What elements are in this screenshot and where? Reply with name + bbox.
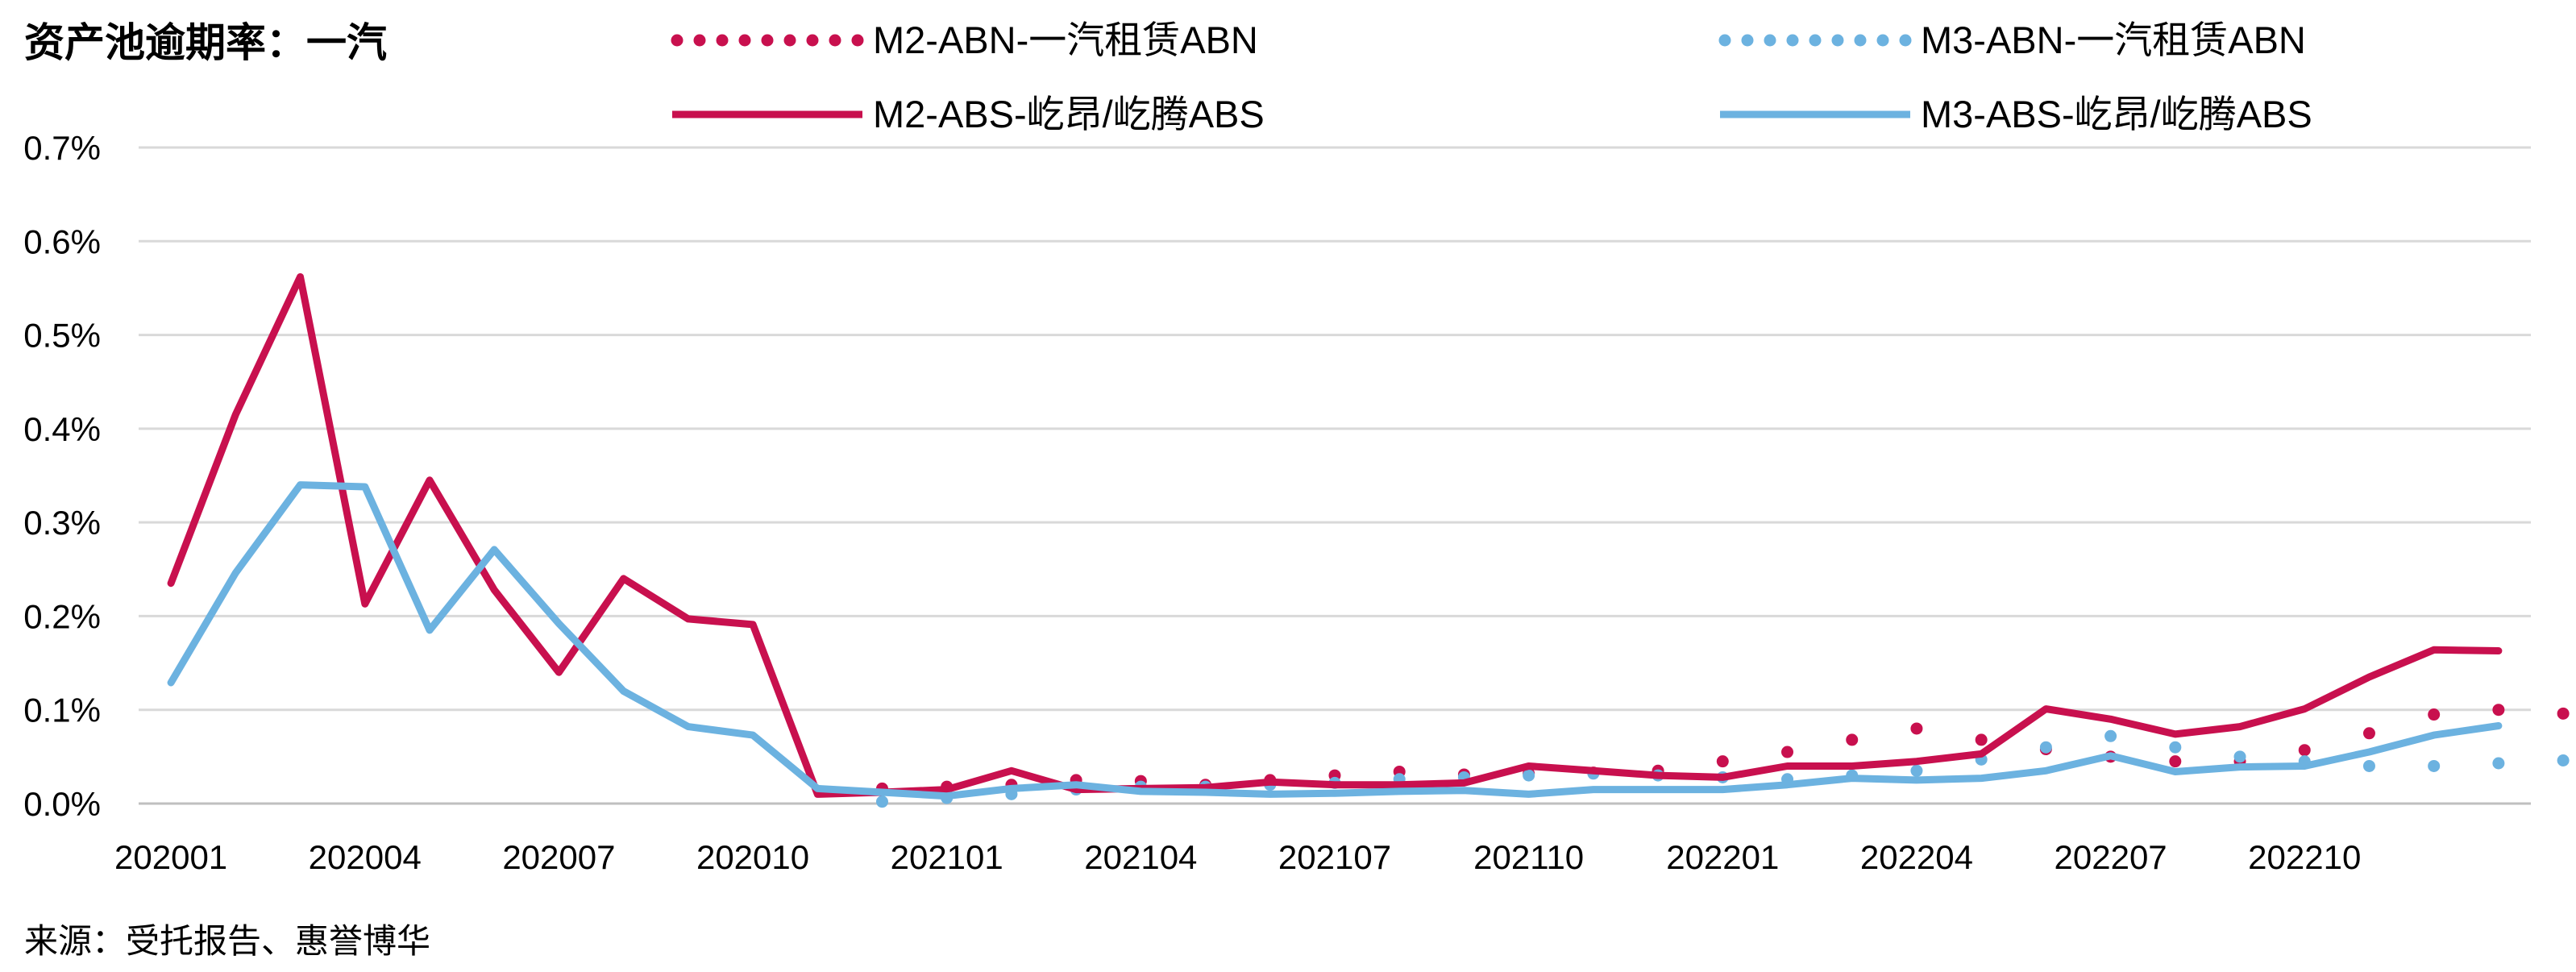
y-tick-label: 0.7% bbox=[23, 129, 101, 167]
data-point bbox=[2039, 741, 2052, 754]
legend-swatch bbox=[1764, 34, 1776, 47]
legend-swatch bbox=[671, 34, 683, 47]
data-point bbox=[1910, 722, 1923, 735]
legend-item: M2-ABS-屹昂/屹腾ABS bbox=[672, 93, 1265, 135]
legend-swatch bbox=[1786, 34, 1799, 47]
legend-item: M2-ABN-一汽租赁ABN bbox=[671, 19, 1258, 61]
legend-item: M3-ABN-一汽租赁ABN bbox=[1718, 19, 2306, 61]
x-tick-label: 202110 bbox=[1473, 838, 1584, 876]
data-point bbox=[2492, 704, 2505, 717]
x-tick-label: 202204 bbox=[1860, 838, 1973, 876]
y-tick-label: 0.4% bbox=[23, 410, 101, 448]
legend-swatch bbox=[1718, 34, 1731, 47]
x-tick-label: 202101 bbox=[891, 838, 1003, 876]
source-note: 来源：受托报告、惠誉博华 bbox=[24, 921, 430, 961]
legend-swatch bbox=[783, 34, 796, 47]
series-M2-ABN-一汽租赁ABN bbox=[875, 704, 2570, 795]
y-tick-label: 0.0% bbox=[23, 785, 101, 823]
data-point bbox=[2492, 757, 2505, 770]
data-point bbox=[2557, 754, 2570, 767]
legend-label: M2-ABN-一汽租赁ABN bbox=[873, 19, 1258, 61]
legend-swatch bbox=[716, 34, 729, 47]
data-point bbox=[1781, 746, 1794, 758]
legend: M2-ABN-一汽租赁ABN M3-ABN-一汽租赁ABN M2-ABS-屹昂/屹腾… bbox=[671, 19, 2312, 135]
y-tick-label: 0.1% bbox=[23, 692, 101, 729]
legend-swatch bbox=[1831, 34, 1844, 47]
x-tick-label: 202201 bbox=[1666, 838, 1779, 876]
y-axis-tick-labels: 0.0% 0.1% 0.2% 0.3% 0.4% 0.5% 0.6% 0.7% bbox=[23, 129, 101, 823]
data-point bbox=[2557, 707, 2570, 720]
legend-swatch bbox=[693, 34, 706, 47]
legend-swatch bbox=[851, 34, 864, 47]
series-line bbox=[167, 273, 2503, 798]
legend-label: M3-ABN-一汽租赁ABN bbox=[1921, 19, 2306, 61]
data-point bbox=[2362, 759, 2375, 772]
data-point bbox=[2169, 741, 2182, 754]
x-tick-label: 202007 bbox=[502, 838, 615, 876]
series-M2-ABS-屹昂/屹腾ABS bbox=[167, 273, 2503, 798]
data-point bbox=[2428, 759, 2441, 772]
legend-swatch bbox=[738, 34, 751, 47]
y-tick-label: 0.3% bbox=[23, 504, 101, 542]
data-point bbox=[2169, 755, 2182, 768]
x-tick-label: 202107 bbox=[1278, 838, 1391, 876]
legend-swatch bbox=[1854, 34, 1867, 47]
data-point bbox=[2104, 729, 2117, 742]
legend-swatch bbox=[806, 34, 819, 47]
chart-title: 资产池逾期率：一汽 bbox=[24, 19, 387, 66]
data-point bbox=[2362, 727, 2375, 740]
legend-label: M2-ABS-屹昂/屹腾ABS bbox=[873, 93, 1265, 135]
legend-swatch bbox=[761, 34, 774, 47]
legend-swatch bbox=[1876, 34, 1889, 47]
y-tick-label: 0.5% bbox=[23, 317, 101, 355]
data-point bbox=[2233, 750, 2246, 763]
legend-swatch bbox=[1899, 34, 1912, 47]
x-tick-label: 202001 bbox=[114, 838, 227, 876]
legend-swatch bbox=[1809, 34, 1822, 47]
data-point bbox=[2298, 744, 2311, 757]
data-point bbox=[1716, 755, 1729, 768]
data-point bbox=[1910, 764, 1923, 777]
series-line bbox=[167, 481, 2503, 800]
y-tick-label: 0.2% bbox=[23, 597, 101, 635]
x-tick-label: 202210 bbox=[2248, 838, 2361, 876]
data-point bbox=[2428, 708, 2441, 721]
data-point bbox=[875, 795, 888, 808]
x-tick-label: 202004 bbox=[309, 838, 422, 876]
x-axis-tick-labels: 202001 202004 202007 202010 202101 202104 2021… bbox=[114, 838, 2361, 876]
legend-item: M3-ABS-屹昂/屹腾ABS bbox=[1720, 93, 2312, 135]
x-tick-label: 202104 bbox=[1084, 838, 1197, 876]
y-tick-label: 0.6% bbox=[23, 222, 101, 260]
x-tick-label: 202207 bbox=[2055, 838, 2167, 876]
series-M3-ABS-屹昂/屹腾ABS bbox=[167, 481, 2503, 800]
legend-label: M3-ABS-屹昂/屹腾ABS bbox=[1921, 93, 2312, 135]
x-tick-label: 202010 bbox=[696, 838, 809, 876]
legend-swatch bbox=[1741, 34, 1754, 47]
legend-swatch bbox=[829, 34, 841, 47]
gridlines bbox=[139, 146, 2531, 805]
plot-area bbox=[167, 273, 2570, 808]
data-point bbox=[1523, 769, 1535, 782]
data-point bbox=[1975, 733, 1988, 746]
data-point bbox=[1846, 733, 1859, 746]
